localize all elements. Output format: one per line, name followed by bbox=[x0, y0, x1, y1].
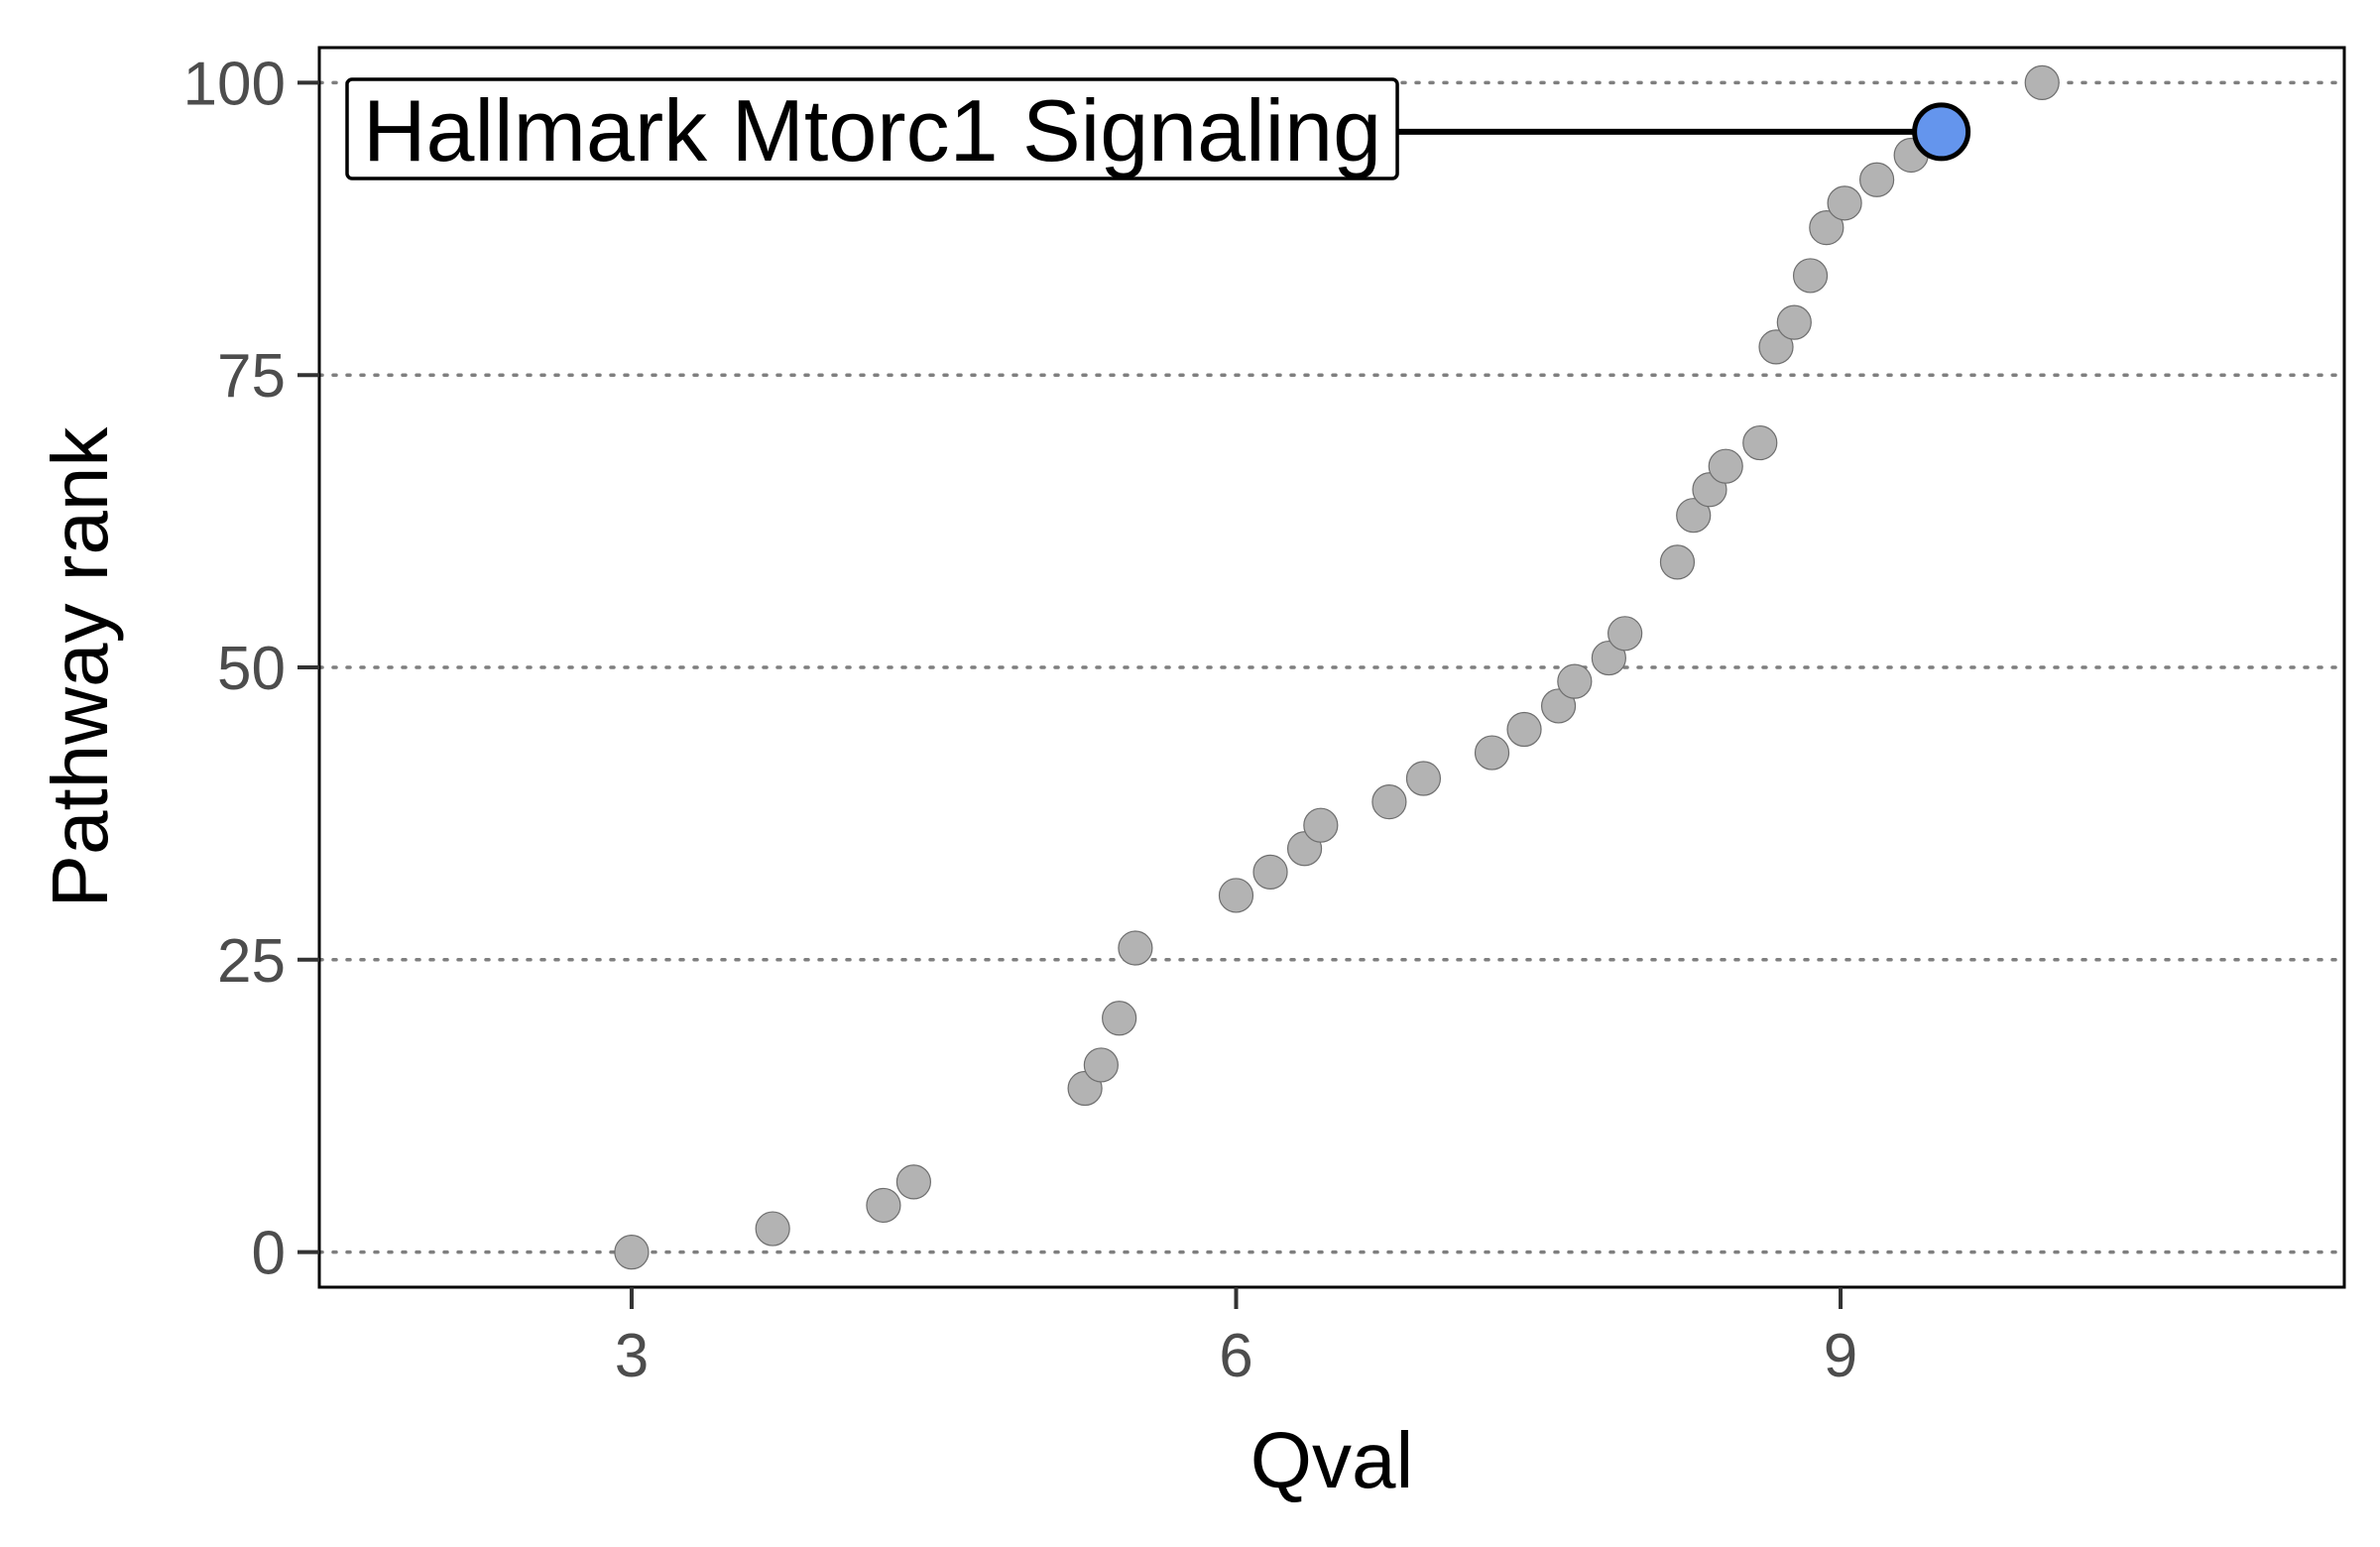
x-tick-label: 6 bbox=[1219, 1322, 1252, 1390]
data-point bbox=[1474, 735, 1510, 771]
data-point bbox=[1218, 878, 1254, 913]
data-point bbox=[1506, 711, 1542, 748]
annotation: Hallmark Mtorc1 Signaling bbox=[345, 77, 1971, 180]
annotation-label-box bbox=[345, 77, 1399, 180]
data-point bbox=[1792, 258, 1829, 294]
data-point bbox=[1303, 807, 1339, 843]
data-point bbox=[1742, 424, 1778, 461]
x-axis-title: Qval bbox=[1250, 1416, 1414, 1504]
data-point bbox=[1371, 784, 1407, 820]
data-point bbox=[1758, 329, 1794, 365]
data-point bbox=[895, 1164, 931, 1200]
annotation-label: Hallmark Mtorc1 Signaling bbox=[363, 81, 1381, 179]
data-point bbox=[1557, 663, 1593, 699]
highlighted-data-point bbox=[1912, 102, 1971, 162]
data-point bbox=[1102, 1001, 1137, 1036]
data-point bbox=[1827, 185, 1862, 221]
y-tick-label: 100 bbox=[183, 50, 286, 118]
data-point bbox=[614, 1235, 650, 1270]
data-points bbox=[614, 64, 2060, 1270]
data-point bbox=[1708, 448, 1743, 484]
data-point bbox=[1252, 854, 1288, 890]
data-point bbox=[1591, 640, 1626, 676]
axes: 0 25 50 75 100 3 6 9 bbox=[183, 50, 1858, 1390]
data-point bbox=[1676, 498, 1712, 534]
data-point bbox=[755, 1211, 790, 1247]
y-tick-label: 0 bbox=[252, 1220, 286, 1288]
grid-lines bbox=[317, 80, 2346, 1254]
data-point bbox=[1118, 930, 1153, 966]
data-point bbox=[1083, 1047, 1119, 1083]
data-point bbox=[1405, 761, 1442, 796]
data-point bbox=[866, 1187, 901, 1224]
data-point bbox=[1659, 544, 1696, 580]
y-tick-label: 50 bbox=[217, 635, 286, 703]
y-tick-label: 75 bbox=[217, 342, 286, 411]
data-point bbox=[1607, 616, 1643, 652]
y-axis-title: Pathway rank bbox=[36, 426, 124, 908]
data-point bbox=[1809, 210, 1844, 246]
data-point bbox=[1776, 304, 1812, 340]
data-point bbox=[1859, 162, 1895, 197]
data-point bbox=[2024, 64, 2060, 100]
data-point bbox=[1540, 688, 1577, 724]
y-tick-label: 25 bbox=[217, 927, 286, 996]
x-tick-label: 3 bbox=[615, 1322, 649, 1390]
x-tick-label: 9 bbox=[1824, 1322, 1857, 1390]
